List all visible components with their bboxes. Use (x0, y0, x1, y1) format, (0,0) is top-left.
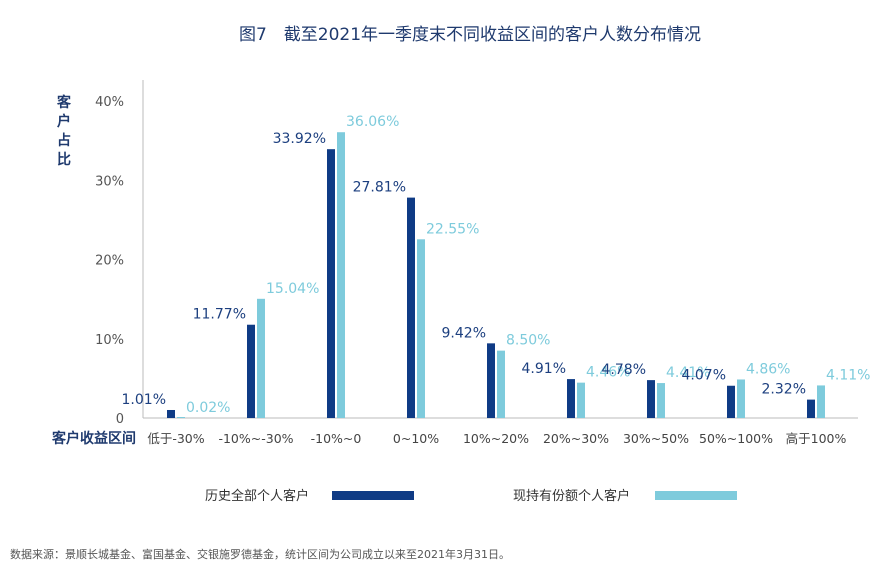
category-label: 30%~50% (623, 431, 689, 446)
legend: 历史全部个人客户 现持有份额个人客户 (205, 488, 737, 504)
y-tick-label: 30% (95, 174, 124, 189)
bar-series-2 (177, 417, 185, 418)
chart-title: 图7 截至2021年一季度末不同收益区间的客户人数分布情况 (239, 25, 701, 45)
category-label: 50%~100% (699, 431, 773, 446)
data-label-series-1: 33.92% (273, 131, 326, 147)
y-axis-label-char: 占 (57, 132, 71, 149)
bar-series-2 (417, 239, 425, 418)
y-tick-label: 40% (95, 95, 124, 110)
legend-label-series-2: 现持有份额个人客户 (513, 488, 630, 504)
bar-series-2 (337, 132, 345, 419)
bar-series-1 (567, 379, 575, 418)
y-axis-label-char: 比 (57, 151, 71, 168)
bar-series-2 (737, 379, 745, 418)
data-label-series-2: 15.04% (266, 281, 319, 297)
data-label-series-1: 1.01% (122, 392, 166, 408)
bar-series-2 (657, 383, 665, 418)
y-tick-label: 20% (95, 254, 124, 269)
data-label-series-1: 2.32% (762, 382, 806, 398)
category-label: 高于100% (786, 431, 847, 446)
data-label-series-2: 8.50% (506, 333, 550, 349)
data-label-series-2: 4.46% (586, 365, 630, 381)
bar-series-2 (577, 382, 585, 418)
category-label: -10%~0 (311, 431, 362, 446)
data-label-series-2: 22.55% (426, 221, 479, 237)
bar-series-1 (487, 343, 495, 418)
bar-series-1 (407, 197, 415, 418)
data-label-series-2: 0.02% (186, 400, 230, 416)
data-label-series-1: 4.07% (682, 368, 726, 384)
bar-series-1 (647, 380, 655, 418)
bar-series-1 (727, 385, 735, 418)
bar-series-2 (817, 385, 825, 418)
legend-swatch-series-2 (655, 491, 737, 500)
bars (167, 132, 825, 419)
data-label-series-1: 11.77% (193, 307, 246, 323)
category-label: 10%~20% (463, 431, 529, 446)
data-label-series-2: 4.86% (746, 361, 790, 377)
category-label: 低于-30% (147, 431, 204, 446)
bar-series-1 (807, 399, 815, 418)
data-label-series-1: 4.78% (602, 362, 646, 378)
category-label: -10%~-30% (218, 431, 293, 446)
x-ticks: 低于-30% -10%~-30% -10%~0 0~10% 10%~20% 20%~30%… (147, 431, 846, 446)
bar-series-1 (327, 149, 335, 418)
y-ticks: 0 10% 20% 30% 40% (95, 95, 124, 427)
data-label-series-1: 4.91% (522, 361, 566, 377)
y-axis-label-char: 户 (57, 113, 71, 130)
data-label-series-2: 36.06% (346, 114, 399, 130)
bar-series-1 (247, 324, 255, 418)
y-tick-label: 0 (116, 412, 124, 427)
y-tick-label: 10% (95, 333, 124, 348)
x-axis-label: 客户收益区间 (51, 430, 136, 447)
data-labels: 1.01% 0.02% 11.77% 15.04% 33.92% 36.06% 27.81%… (122, 114, 871, 416)
data-label-series-2: 4.11% (826, 367, 870, 383)
legend-swatch-series-1 (332, 491, 414, 500)
bar-series-1 (167, 409, 175, 418)
bar-series-2 (257, 298, 265, 418)
category-label: 0~10% (393, 431, 439, 446)
data-label-series-2: 4.41% (666, 365, 710, 381)
category-label: 20%~30% (543, 431, 609, 446)
legend-label-series-1: 历史全部个人客户 (205, 488, 309, 504)
source-note: 数据来源：景顺长城基金、富国基金、交银施罗德基金，统计区间为公司成立以来至202… (10, 547, 510, 561)
data-label-series-1: 9.42% (442, 325, 486, 341)
y-axis-label-char: 客 (56, 94, 72, 111)
bar-series-2 (497, 350, 505, 418)
data-label-series-1: 27.81% (353, 180, 406, 196)
